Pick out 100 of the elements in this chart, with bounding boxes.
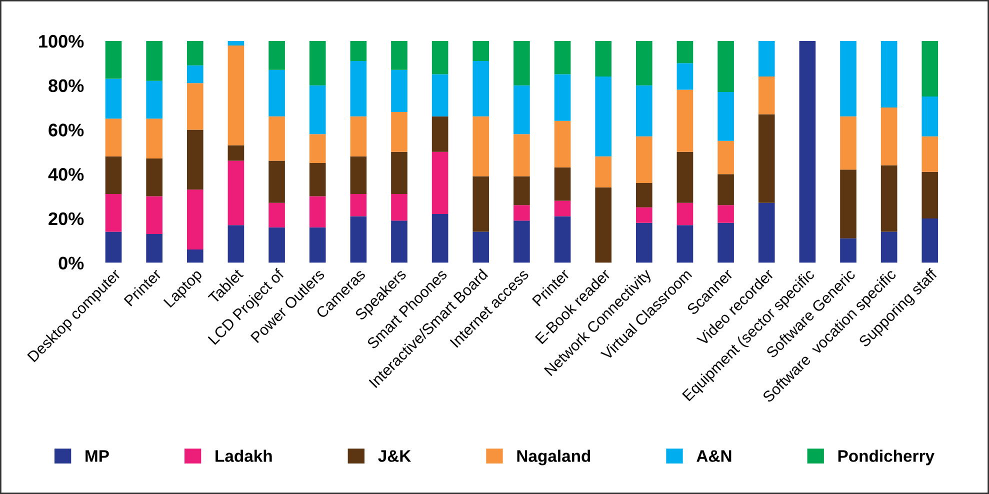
bar (186, 83, 204, 130)
bar (514, 41, 530, 86)
bar (718, 174, 734, 206)
bar (554, 120, 571, 168)
bar (432, 116, 448, 152)
bar (391, 152, 408, 194)
bar (432, 41, 448, 74)
bar (676, 63, 694, 90)
legend-label: MP (86, 450, 109, 462)
bar (514, 220, 530, 263)
bar (186, 41, 204, 66)
bar (228, 45, 244, 146)
bar (186, 130, 204, 190)
bar (472, 41, 490, 61)
bar (595, 156, 612, 188)
bar (514, 176, 530, 206)
bar (595, 41, 612, 76)
bar (758, 202, 775, 263)
bar (105, 232, 122, 263)
bar (718, 41, 734, 92)
legend-label: J&K (378, 450, 412, 462)
bar (105, 194, 122, 232)
bar (636, 136, 652, 183)
bar (676, 90, 694, 152)
bar (636, 182, 652, 208)
legend-label: Nagaland (517, 450, 590, 466)
bar (105, 78, 122, 119)
bar (350, 116, 367, 156)
bar (676, 225, 694, 263)
bar (228, 145, 244, 161)
bar (186, 65, 204, 84)
legend-label: Ladakh (216, 450, 272, 462)
bar (350, 60, 367, 116)
bar (514, 134, 530, 176)
bar (472, 176, 490, 232)
bar (636, 207, 652, 223)
bar (840, 116, 856, 170)
bar (146, 158, 162, 196)
bar (636, 85, 652, 136)
bar (922, 136, 938, 172)
bar (758, 114, 775, 203)
bar (514, 85, 530, 134)
y-tick-label: 20% (48, 212, 84, 226)
bar (186, 250, 204, 263)
bar (554, 74, 571, 121)
bar (676, 41, 694, 64)
bar (922, 218, 938, 263)
bar (718, 205, 734, 223)
bar (268, 202, 285, 228)
bar (718, 222, 734, 263)
bar (350, 41, 367, 61)
y-tick-label: 0% (58, 256, 84, 270)
bar (922, 96, 938, 136)
bar (186, 190, 204, 250)
bar (880, 232, 898, 263)
bar (472, 60, 490, 116)
bar (391, 194, 408, 221)
bar (554, 216, 571, 263)
bar (840, 238, 856, 263)
bar (718, 92, 734, 141)
bar (268, 116, 285, 161)
bar (554, 200, 571, 216)
bar (472, 232, 490, 263)
bar (758, 41, 775, 76)
bar (268, 41, 285, 70)
bar (228, 41, 244, 46)
y-tick-label: 80% (48, 79, 84, 92)
bar (350, 156, 367, 194)
bar (146, 41, 162, 81)
bar (391, 112, 408, 152)
legend-label: Pondicherry (838, 450, 934, 466)
bar (595, 187, 612, 263)
bar (268, 70, 285, 116)
bar (309, 85, 326, 134)
bar (105, 156, 122, 194)
bar (146, 196, 162, 234)
bar (309, 227, 326, 263)
bar (880, 41, 898, 108)
bar (880, 165, 898, 232)
legend-label: A&N (696, 450, 732, 462)
bar (636, 222, 652, 263)
bar (554, 41, 571, 74)
bar (922, 41, 938, 96)
bar (391, 220, 408, 263)
bar (146, 80, 162, 119)
bar (432, 214, 448, 263)
bar (309, 162, 326, 196)
bar (758, 76, 775, 114)
bar (105, 118, 122, 156)
bar (840, 41, 856, 116)
bar (676, 152, 694, 203)
bar (391, 70, 408, 112)
bar (514, 205, 530, 221)
bar (350, 194, 367, 216)
y-tick-label: 40% (48, 168, 84, 181)
bar (922, 172, 938, 218)
bar (636, 41, 652, 86)
bar (309, 196, 326, 228)
bar (432, 74, 448, 116)
bar (350, 216, 367, 263)
